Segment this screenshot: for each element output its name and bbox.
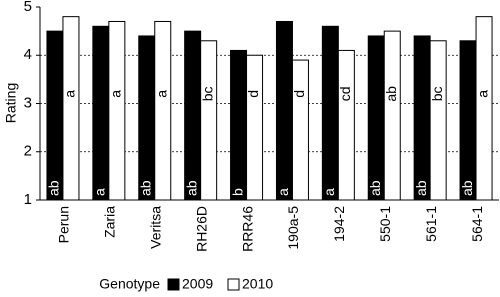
legend-label: 2009 bbox=[182, 276, 213, 292]
bar-letter: bc bbox=[199, 86, 215, 101]
bar bbox=[62, 16, 80, 201]
x-tick-label: 561-1 bbox=[423, 206, 439, 242]
y-tick-label: 4 bbox=[24, 46, 32, 63]
bar bbox=[46, 30, 64, 201]
bar bbox=[200, 40, 218, 201]
bar bbox=[291, 59, 309, 201]
y-tick-label: 5 bbox=[24, 0, 32, 15]
bar bbox=[413, 35, 431, 201]
bar bbox=[383, 30, 401, 201]
bar bbox=[184, 30, 202, 201]
bar-letter: ab bbox=[367, 180, 383, 196]
bar bbox=[367, 35, 385, 201]
x-tick-label: 194-2 bbox=[331, 206, 347, 242]
x-tick-label: 190a-5 bbox=[285, 206, 301, 250]
bar bbox=[275, 20, 293, 201]
bar bbox=[459, 40, 477, 201]
legend-label: 2010 bbox=[242, 276, 273, 292]
bar bbox=[337, 49, 355, 201]
y-tick-label: 1 bbox=[24, 191, 32, 208]
bar-letter: b bbox=[229, 188, 245, 196]
bar-letter: ab bbox=[413, 180, 429, 196]
x-tick-label: Perun bbox=[56, 206, 72, 243]
bar-letter: ab bbox=[46, 180, 62, 196]
x-tick-label: RRR46 bbox=[239, 206, 255, 252]
bar bbox=[246, 54, 264, 201]
bar bbox=[154, 20, 172, 201]
bar-letter: d bbox=[245, 90, 261, 98]
bar bbox=[429, 40, 447, 201]
bar-letter: ab bbox=[459, 180, 475, 196]
bar bbox=[321, 25, 339, 201]
bar-letter: a bbox=[153, 90, 169, 98]
bar-letter: d bbox=[291, 90, 307, 98]
bar-letter: cd bbox=[337, 86, 353, 101]
bar-letter: ab bbox=[383, 86, 399, 102]
y-tick-label: 2 bbox=[24, 143, 32, 160]
bar-letter: a bbox=[475, 90, 491, 98]
bar bbox=[230, 49, 248, 201]
y-axis-label: Rating bbox=[3, 83, 19, 123]
bar bbox=[475, 16, 493, 201]
bar bbox=[138, 35, 156, 201]
legend-title: Genotype bbox=[99, 276, 160, 292]
x-tick-label: 550-1 bbox=[377, 206, 393, 242]
x-tick-label: Zaria bbox=[102, 206, 118, 238]
bar-letter: a bbox=[275, 188, 291, 196]
legend-swatch bbox=[167, 278, 180, 291]
bar bbox=[92, 25, 110, 201]
x-tick-label: 564-1 bbox=[469, 206, 485, 242]
bar-letter: a bbox=[108, 90, 124, 98]
bar-letter: a bbox=[321, 188, 337, 196]
bar bbox=[108, 20, 126, 201]
bar-letter: a bbox=[62, 90, 78, 98]
bar-letter: ab bbox=[183, 180, 199, 196]
bar-letter: ab bbox=[137, 180, 153, 196]
bar-letter: bc bbox=[429, 86, 445, 101]
y-tick-label: 3 bbox=[24, 94, 32, 111]
x-tick-label: Veritsa bbox=[147, 206, 163, 249]
x-tick-label: RH26D bbox=[193, 206, 209, 252]
legend-swatch bbox=[227, 278, 240, 291]
bar-letter: a bbox=[92, 188, 108, 196]
